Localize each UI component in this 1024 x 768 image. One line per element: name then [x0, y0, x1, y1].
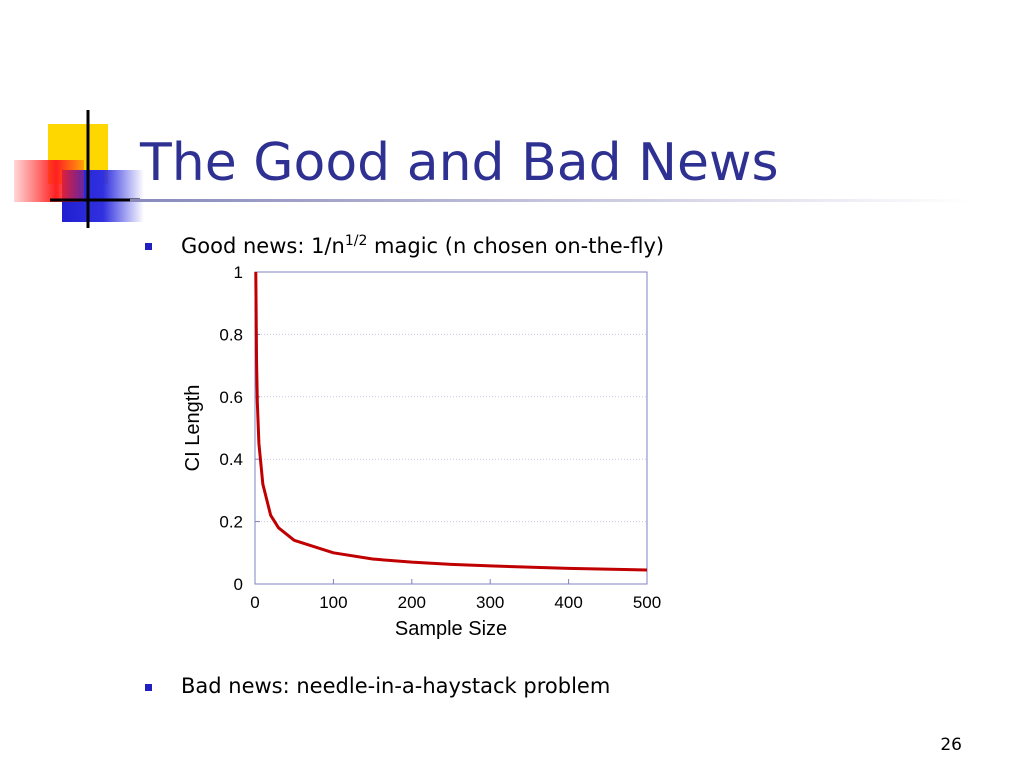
- y-tick-label: 1: [234, 263, 243, 282]
- superscript: 1/2: [345, 233, 368, 249]
- x-tick-label: 100: [319, 593, 347, 612]
- y-axis-label: CI Length: [182, 385, 204, 472]
- x-tick-label: 300: [476, 593, 504, 612]
- bullet-text: Good news: 1/n1/2 magic (n chosen on-the…: [181, 233, 664, 258]
- x-axis-label: Sample Size: [395, 618, 507, 640]
- y-tick-label: 0.4: [219, 450, 243, 469]
- y-tick-label: 0.6: [219, 388, 243, 407]
- bullet-text-part: Good news: 1/n: [181, 234, 345, 258]
- bullet-marker: [145, 243, 152, 250]
- y-tick-label: 0: [234, 575, 243, 594]
- y-tick-label: 0.2: [219, 513, 243, 532]
- chart: 0 0.2 0.4 0.6 0.8 1 0 100 200 300 400 500 Sample Siz…: [182, 263, 661, 640]
- x-tick-label: 200: [398, 593, 426, 612]
- bullet-text: Bad news: needle-in-a-haystack problem: [181, 674, 610, 698]
- y-tick-label: 0.8: [219, 325, 243, 344]
- x-tick-label: 500: [633, 593, 661, 612]
- bullet-text-part: magic (n chosen on-the-fly): [367, 234, 664, 258]
- logo-decoration: [14, 110, 970, 228]
- x-tick-label: 0: [250, 593, 259, 612]
- bullet-marker: [145, 684, 152, 691]
- page-number: 26: [940, 735, 962, 755]
- slide-title: The Good and Bad News: [139, 133, 779, 193]
- plot-frame: [254, 271, 648, 585]
- data-line: [254, 271, 648, 572]
- x-tick-label: 400: [554, 593, 582, 612]
